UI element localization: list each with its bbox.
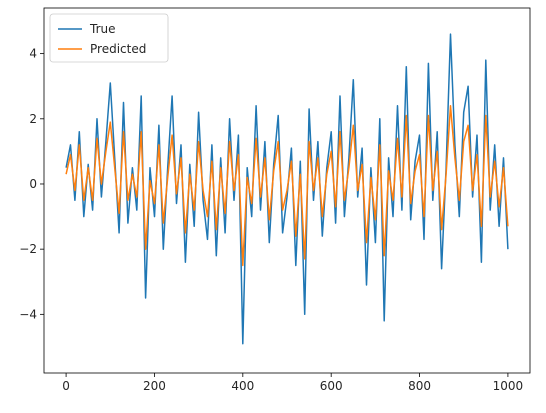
y-tick-label: 0	[29, 177, 37, 191]
x-tick-label: 0	[62, 379, 70, 393]
x-tick-label: 800	[408, 379, 431, 393]
legend-label-predicted: Predicted	[90, 42, 146, 56]
plot-series	[65, 33, 509, 345]
x-tick-label: 600	[320, 379, 343, 393]
x-tick-label: 1000	[493, 379, 524, 393]
y-tick-label: 2	[29, 112, 37, 126]
axes: 0 200 400 600 800 1000 −4 −2 0 2 4	[19, 7, 531, 393]
x-tick-label: 200	[143, 379, 166, 393]
y-tick-label: −2	[19, 242, 37, 256]
x-tick-label: 400	[231, 379, 254, 393]
y-tick-label: 4	[29, 47, 37, 61]
legend: True Predicted	[49, 13, 169, 63]
axes-frame	[43, 7, 531, 374]
y-tick-label: −4	[19, 307, 37, 321]
legend-box	[49, 13, 169, 63]
legend-label-true: True	[89, 22, 116, 36]
series-line-predicted	[65, 105, 509, 267]
